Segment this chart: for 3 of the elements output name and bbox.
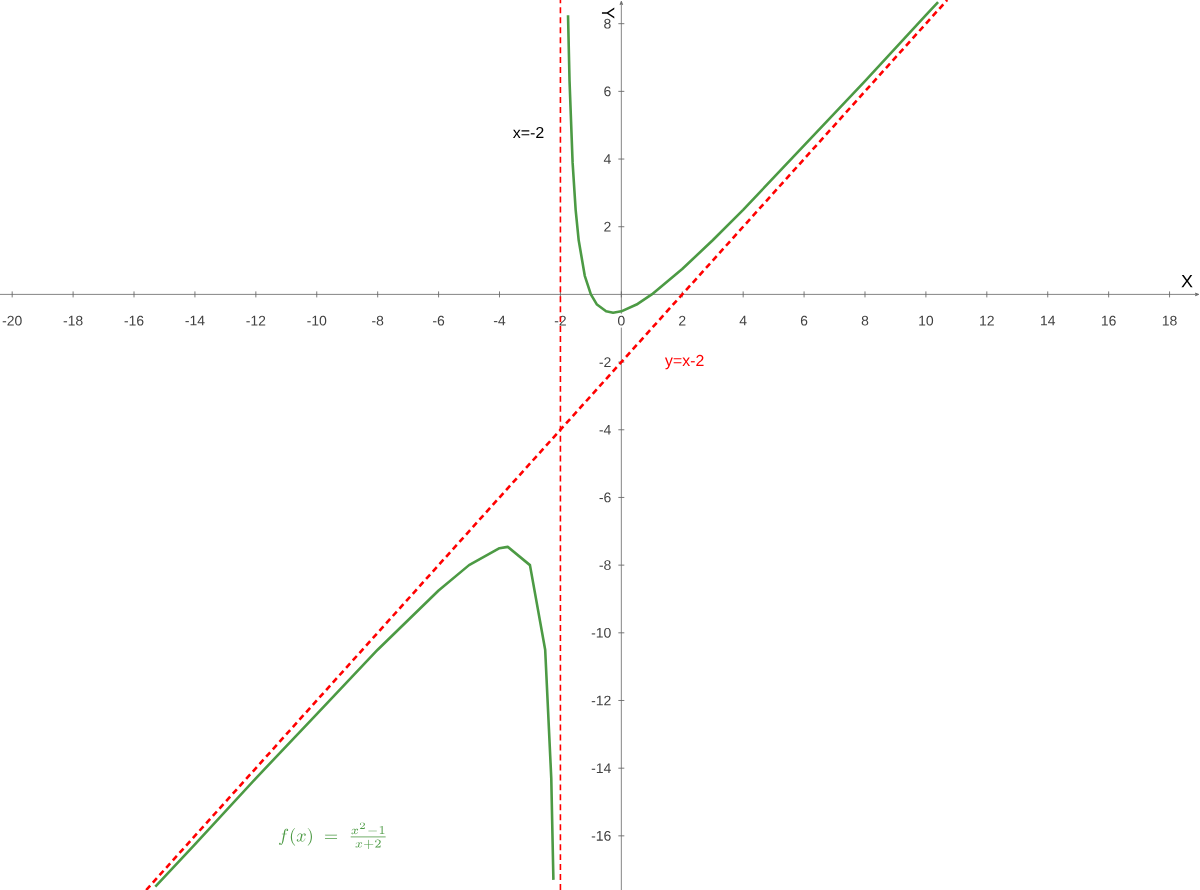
y-axis-title: Y (601, 7, 615, 19)
x-axis-title: X (1181, 275, 1193, 288)
text: $f(x)\ =\ \frac{x^{2}-1}{x+2}$ (279, 822, 386, 850)
